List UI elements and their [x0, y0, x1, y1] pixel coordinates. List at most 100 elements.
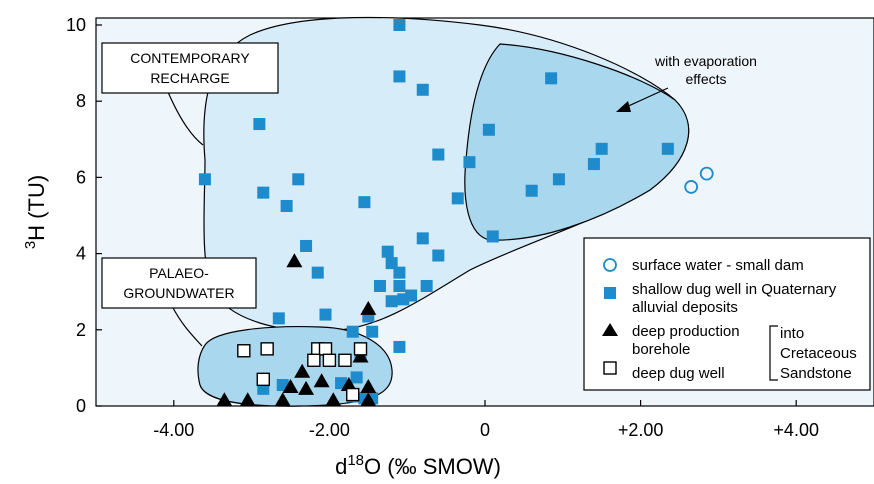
data-markers — [198, 19, 714, 407]
y-tick-label: 6 — [76, 167, 86, 187]
shallow-dug-well-point — [257, 186, 270, 199]
x-tick-label: -4.00 — [153, 420, 194, 440]
deep-production-borehole-point — [239, 392, 256, 407]
deep-dug-well-point — [260, 342, 274, 356]
shallow-dug-well-point — [393, 70, 406, 83]
evaporation-arrow-shaft — [623, 87, 669, 109]
shallow-dug-well-point — [280, 199, 293, 212]
shallow-dug-well-point — [393, 266, 406, 279]
deep-production-borehole-point — [294, 363, 311, 378]
contemporary-callout-line-2: RECHARGE — [150, 70, 229, 86]
legend-box — [583, 237, 871, 391]
evaporation-label-line-2: effects — [686, 71, 727, 87]
evaporation-arrow-head — [616, 101, 631, 112]
callouts: CONTEMPORARY RECHARGE PALAEO- GROUNDWATE… — [101, 42, 757, 347]
deep-production-borehole-point — [274, 392, 291, 407]
shallow-dug-well-point — [552, 173, 565, 186]
deep-production-borehole-point — [360, 392, 377, 407]
shallow-dug-well-point — [319, 308, 332, 321]
shallow-dug-well-point — [525, 184, 538, 197]
shallow-dug-well-point — [393, 19, 406, 31]
legend-deep-dug-label: deep dug well — [632, 365, 725, 382]
deep-production-borehole-point — [216, 392, 233, 407]
shallow-dug-well-point — [587, 158, 600, 171]
y-axis-title-superscript: 3 — [22, 241, 39, 249]
legend-shallow-label-1: shallow dug well in Quaternary — [632, 281, 837, 298]
legend-deep-dug-marker — [603, 361, 617, 375]
deep-dug-well-point — [237, 344, 251, 358]
deep-production-borehole-point — [340, 377, 357, 392]
surface-water-point — [699, 166, 714, 181]
palaeo-callout-line-1: PALAEO- — [149, 265, 209, 281]
deep-production-borehole-point — [325, 392, 342, 407]
shallow-dug-well-point — [393, 279, 406, 292]
shallow-dug-well-point — [198, 173, 211, 186]
shallow-dug-well-point — [385, 295, 398, 308]
shallow-dug-well-point — [451, 192, 464, 205]
x-tick-label: -2.00 — [309, 420, 350, 440]
deep-production-borehole-point — [360, 378, 377, 393]
x-axis-title: d18O (‰ SMOW) — [335, 452, 501, 479]
legend-deep-production-label-2: borehole — [632, 341, 690, 358]
deep-dug-well-point — [322, 353, 337, 367]
shallow-dug-well-point — [350, 371, 363, 384]
shallow-dug-well-point — [432, 148, 445, 161]
palaeo-leader — [171, 305, 203, 347]
shallow-dug-well-point — [292, 173, 305, 186]
shallow-dug-well-point — [253, 118, 266, 131]
deep-dug-well-point — [338, 353, 352, 367]
legend-into-label-1: into — [780, 325, 804, 342]
shallow-dug-well-point — [463, 156, 476, 169]
palaeo-callout-box — [101, 257, 257, 309]
deep-production-borehole-point — [298, 380, 315, 395]
contemporary-callout-box — [101, 42, 279, 94]
shallow-dug-well-point — [416, 232, 429, 245]
deep-dug-well-point — [346, 387, 360, 402]
shallow-dug-well-point — [346, 325, 359, 338]
y-tick-label: 8 — [76, 91, 86, 111]
shallow-dug-well-point — [385, 257, 398, 270]
legend-into-label-2: Cretaceous — [780, 345, 857, 362]
shallow-dug-well-point — [366, 325, 379, 338]
shallow-dug-well-point — [420, 279, 433, 292]
shallow-dug-well-point — [272, 312, 285, 325]
shallow-dug-well-point — [595, 142, 608, 155]
deep-dug-well-point — [318, 342, 333, 356]
legend-shallow-marker — [604, 287, 616, 299]
y-tick-label: 4 — [76, 244, 86, 264]
shallow-dug-well-point — [358, 196, 371, 209]
deep-production-borehole-point — [313, 373, 330, 388]
shallow-dug-well-point — [482, 123, 495, 136]
x-tick-label: +2.00 — [618, 420, 664, 440]
legend-surface-label: surface water - small dam — [632, 257, 804, 274]
deep-dug-well-point — [353, 342, 368, 356]
evaporation-label-line-1: with evaporation — [654, 53, 757, 69]
shallow-dug-well-point — [416, 83, 429, 96]
y-axis-title: 3H (TU) — [22, 175, 49, 249]
shallow-dug-well-point — [661, 142, 674, 155]
deep-dug-well-point — [307, 353, 321, 367]
legend-bracket — [769, 325, 778, 381]
x-axis-title-superscript: 18 — [347, 452, 364, 469]
x-tick-label: +4.00 — [773, 420, 819, 440]
surface-water-point — [684, 180, 699, 194]
legend-deep-production-label-1: deep production — [632, 323, 740, 340]
deep-production-borehole-point — [360, 300, 377, 315]
shallow-dug-well-point — [545, 72, 558, 85]
axes: -4.00 -2.00 0 +2.00 +4.00 0 2 4 6 8 10 — [66, 15, 819, 440]
y-tick-label: 0 — [76, 396, 86, 416]
legend-deep-production-marker — [602, 323, 618, 336]
legend-into-label-3: Sandstone — [780, 365, 852, 382]
deep-production-borehole-point — [286, 253, 303, 268]
palaeo-callout-line-2: GROUNDWATER — [123, 285, 234, 301]
deep-production-borehole-point — [282, 378, 299, 393]
shallow-dug-well-point — [311, 266, 324, 279]
evaporation-region — [464, 43, 690, 241]
y-tick-label: 2 — [76, 320, 86, 340]
shallow-dug-well-point — [300, 239, 313, 252]
y-axis-title-suffix: H (TU) — [24, 175, 49, 241]
contemporary-callout-line-1: CONTEMPORARY — [130, 50, 250, 66]
shallow-dug-well-point — [405, 289, 418, 302]
shallow-dug-well-point — [393, 340, 406, 353]
